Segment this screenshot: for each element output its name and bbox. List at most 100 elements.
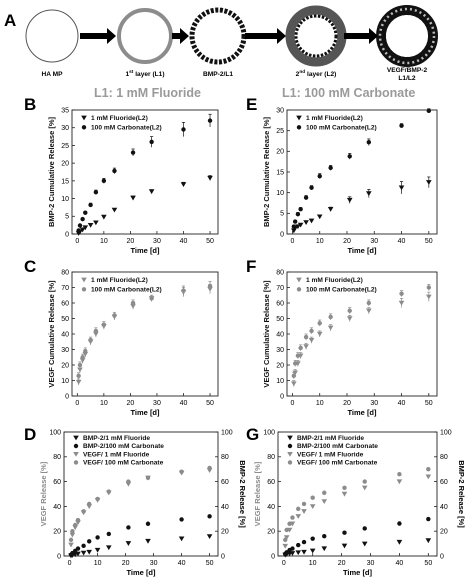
data-point: [347, 308, 352, 313]
y-tick-label: 25: [276, 128, 284, 135]
x-axis-label: Time [d]: [130, 246, 160, 255]
y-axis-label: VEGF Release [%]: [253, 461, 262, 526]
chart-panel-f: 0 10 20 30 40 50 0 10 20 30 40 50 60 70 80 Time [d] VEGF…: [262, 269, 438, 417]
particle-second-layer-inner: [294, 14, 338, 58]
stage-label-5: VEGF/BMP-2: [387, 67, 428, 74]
y-tick-label: 40: [61, 331, 69, 338]
x-tick-label: 10: [94, 560, 102, 567]
series-2: [68, 514, 212, 557]
data-point: [81, 543, 86, 549]
series-1: [75, 284, 213, 386]
y-tick-label: 20: [53, 529, 61, 536]
y-right-tick-label: 20: [440, 529, 448, 536]
schematic-panel-a: HA MP 1st layer (L1) BMP-2/L1 2nd layer (L2…: [25, 5, 438, 82]
data-point: [317, 320, 322, 326]
data-point: [207, 514, 212, 519]
data-point: [426, 180, 432, 185]
series-2: [76, 113, 213, 233]
y-axis-label: VEGF Release [%]: [39, 461, 48, 526]
particle-vegf-bmp2: [376, 5, 438, 67]
chart-panel-g: 0 10 20 30 40 50 0 20 40 60 80 100 0 20 40 60 80 100 BMP-2…: [253, 429, 466, 577]
legend-marker: [81, 277, 87, 283]
y-tick-label: 20: [276, 362, 284, 369]
y-tick-label: 0: [280, 393, 284, 400]
y-axis-label-right: BMP-2 Release [%]: [238, 460, 247, 528]
data-point: [341, 491, 348, 497]
data-point: [95, 496, 100, 502]
data-point: [366, 300, 372, 306]
data-point: [80, 550, 87, 556]
legend-marker: [81, 125, 87, 130]
data-point: [361, 485, 368, 491]
data-point: [317, 173, 322, 179]
data-point: [290, 546, 295, 551]
legend-marker: [296, 287, 302, 292]
particle-bmp2-l1: [189, 7, 247, 65]
data-point: [93, 220, 99, 226]
data-point: [316, 331, 323, 337]
data-point: [322, 490, 327, 495]
y-tick-label: 50: [276, 316, 284, 323]
data-point: [287, 521, 292, 526]
data-point: [303, 220, 309, 226]
data-point: [126, 525, 131, 530]
series-2: [291, 108, 432, 229]
y-axis-label: VEGF Cumulative Release [%]: [47, 280, 56, 388]
y-tick-label: 100: [263, 429, 275, 436]
y-tick-label: 80: [61, 269, 69, 276]
data-point: [125, 541, 132, 546]
data-point: [130, 195, 136, 201]
data-point: [308, 338, 315, 343]
arrow-head-3: [277, 28, 286, 44]
y-tick-label: 10: [276, 190, 284, 197]
legend-marker: [287, 443, 293, 449]
y-tick-label: 70: [276, 285, 284, 292]
data-point: [346, 197, 353, 203]
data-point: [149, 139, 154, 145]
data-point: [130, 300, 136, 306]
legend-marker: [296, 115, 302, 121]
series-2: [76, 280, 213, 379]
x-tick-label: 10: [100, 400, 108, 407]
data-point: [68, 537, 74, 543]
data-point: [347, 154, 352, 159]
y-right-tick-label: 80: [221, 454, 229, 461]
arrow-head-2: [180, 28, 189, 44]
data-point: [310, 536, 315, 541]
x-tick-label: 50: [424, 560, 432, 567]
particle-second-layer: [285, 5, 347, 67]
data-point: [93, 328, 99, 334]
data-point: [180, 182, 187, 187]
data-point: [291, 373, 297, 379]
data-point: [297, 222, 304, 228]
data-point: [284, 527, 289, 533]
arrow-shaft-4: [344, 33, 370, 39]
data-point: [292, 219, 298, 224]
y-tick-label: 20: [61, 362, 69, 369]
data-point: [327, 325, 334, 331]
chart-panel-d: 0 10 20 30 40 50 0 20 40 60 80 100 0 20 40 60 80 100 BMP-2…: [39, 429, 247, 577]
series-2: [291, 284, 432, 379]
x-tick-label: 30: [367, 560, 375, 567]
data-point: [73, 522, 78, 528]
stage-label-5-line2: L1/L2: [398, 75, 416, 82]
x-tick-label: 50: [206, 238, 214, 245]
y-right-tick-label: 100: [221, 429, 233, 436]
arrow-shaft-2: [172, 33, 181, 39]
x-tick-label: 30: [150, 560, 158, 567]
data-point: [303, 344, 309, 349]
y-tick-label: 80: [53, 454, 61, 461]
y-right-tick-label: 40: [440, 504, 448, 511]
panel-letter-d: D: [24, 425, 36, 444]
data-point: [295, 550, 302, 556]
data-point: [309, 548, 316, 554]
y-tick-label: 10: [61, 196, 69, 203]
x-tick-label: 50: [425, 400, 433, 407]
legend-marker: [73, 443, 79, 449]
y-tick-label: 60: [61, 300, 69, 307]
y-tick-label: 0: [57, 553, 61, 560]
y-tick-label: 10: [61, 378, 69, 385]
x-tick-label: 0: [75, 400, 79, 407]
data-point: [81, 509, 86, 514]
data-point: [148, 189, 155, 195]
